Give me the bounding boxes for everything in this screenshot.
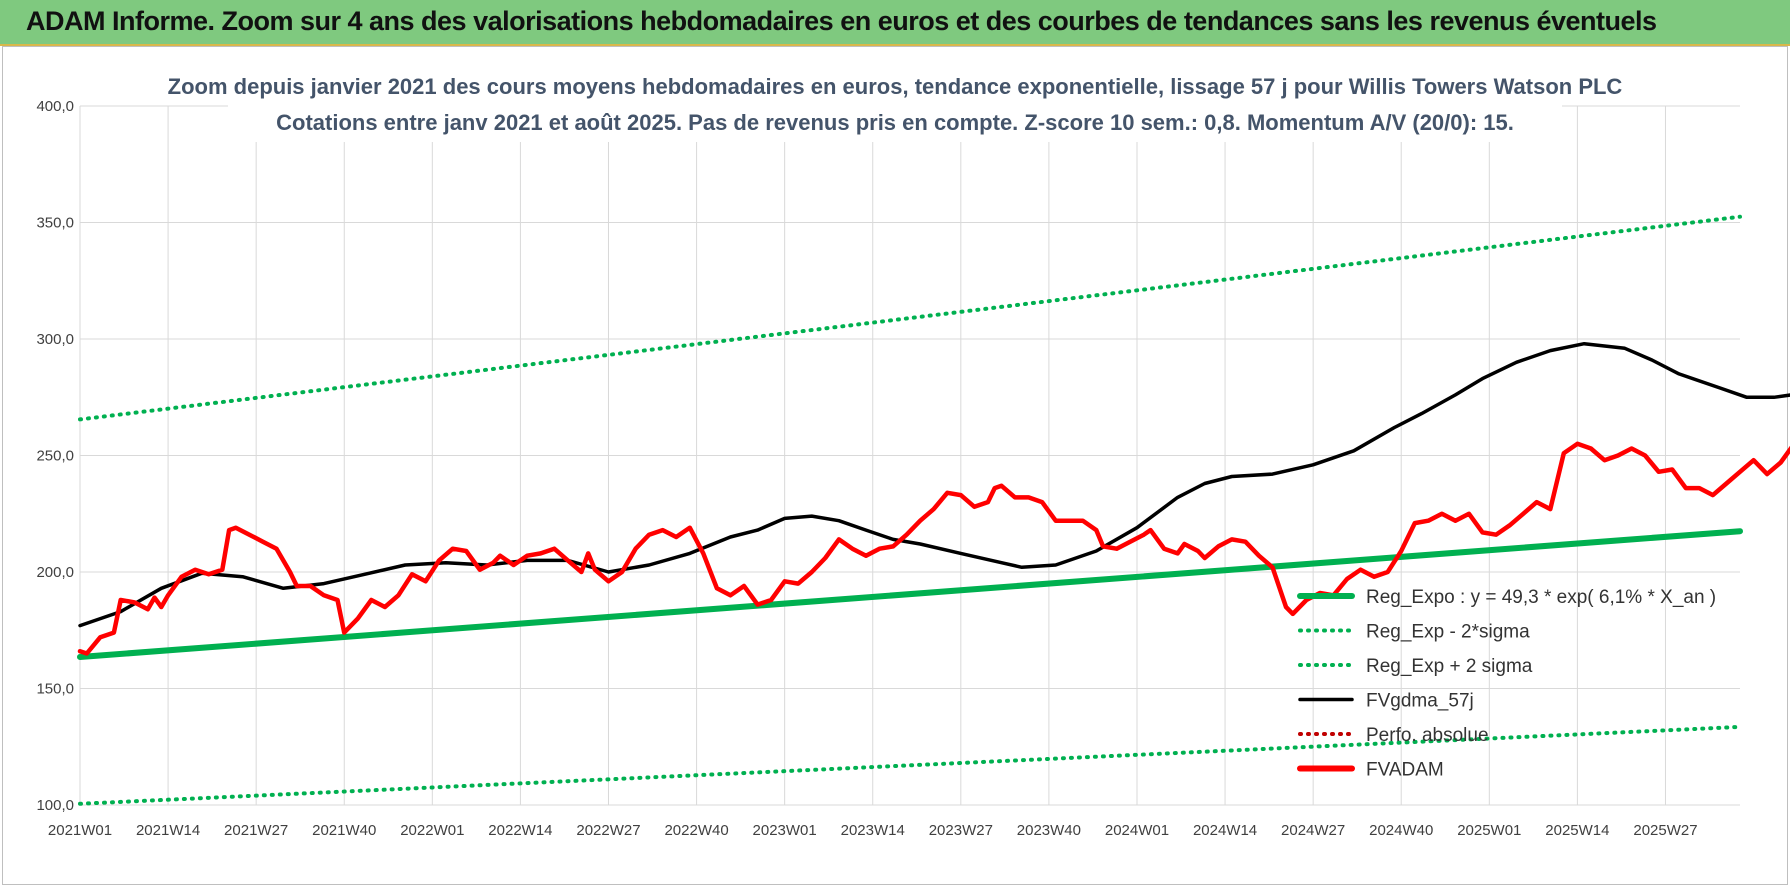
series-line-2 bbox=[78, 214, 1742, 422]
y-tick-label: 100,0 bbox=[36, 797, 74, 814]
y-tick-label: 350,0 bbox=[36, 215, 74, 232]
legend-label-3: FVgdma_57j bbox=[1366, 691, 1474, 712]
x-tick-label: 2024W27 bbox=[1281, 822, 1345, 839]
series-line-0 bbox=[77, 528, 1743, 660]
y-tick-label: 250,0 bbox=[36, 448, 74, 465]
legend-label-4: Perfo. absolue bbox=[1366, 725, 1489, 746]
chart-frame bbox=[2, 46, 1788, 885]
x-tick-label: 2023W14 bbox=[841, 822, 905, 839]
series-line-5 bbox=[77, 441, 1790, 656]
x-tick-label: 2022W14 bbox=[488, 822, 552, 839]
x-tick-label: 2021W01 bbox=[48, 822, 112, 839]
x-tick-label: 2024W14 bbox=[1193, 822, 1257, 839]
x-tick-label: 2025W14 bbox=[1545, 822, 1609, 839]
series-lines bbox=[77, 214, 1790, 806]
x-tick-label: 2021W27 bbox=[224, 822, 288, 839]
y-tick-label: 400,0 bbox=[36, 98, 74, 115]
series-line-3 bbox=[78, 341, 1790, 628]
x-tick-label: 2023W01 bbox=[753, 822, 817, 839]
legend-label-0: Reg_Expo : y = 49,3 * exp( 6,1% * X_an ) bbox=[1366, 587, 1716, 608]
title-background bbox=[228, 66, 1562, 142]
chart-legend: Reg_Expo : y = 49,3 * exp( 6,1% * X_an )… bbox=[1297, 587, 1716, 781]
x-tick-label: 2021W14 bbox=[136, 822, 200, 839]
y-tick-label: 300,0 bbox=[36, 331, 74, 348]
y-axis-ticks: 100,0 150,0 200,0 250,0 300,0 350,0 400,0 bbox=[36, 98, 74, 814]
x-tick-label: 2025W27 bbox=[1633, 822, 1697, 839]
report-banner: ADAM Informe. Zoom sur 4 ans des valoris… bbox=[0, 0, 1790, 46]
chart-title: Zoom depuis janvier 2021 des cours moyen… bbox=[168, 74, 1623, 99]
chart-subtitle: Cotations entre janv 2021 et août 2025. … bbox=[276, 110, 1514, 135]
y-tick-label: 150,0 bbox=[36, 681, 74, 698]
report-title: ADAM Informe. Zoom sur 4 ans des valoris… bbox=[26, 6, 1657, 36]
legend-label-5: FVADAM bbox=[1366, 760, 1444, 781]
legend-label-1: Reg_Exp - 2*sigma bbox=[1366, 622, 1530, 643]
x-tick-label: 2024W40 bbox=[1369, 822, 1433, 839]
x-tick-label: 2021W40 bbox=[312, 822, 376, 839]
x-tick-label: 2024W01 bbox=[1105, 822, 1169, 839]
x-tick-label: 2022W40 bbox=[664, 822, 728, 839]
grid-lines bbox=[79, 105, 1740, 806]
series-line-1 bbox=[78, 724, 1742, 806]
x-tick-label: 2023W40 bbox=[1017, 822, 1081, 839]
x-axis-ticks: 2021W01 2021W14 2021W27 2021W40 2022W01 2022W… bbox=[48, 822, 1698, 839]
x-tick-label: 2022W27 bbox=[576, 822, 640, 839]
x-tick-label: 2025W01 bbox=[1457, 822, 1521, 839]
legend-label-2: Reg_Exp + 2 sigma bbox=[1366, 656, 1533, 677]
x-tick-label: 2023W27 bbox=[929, 822, 993, 839]
x-tick-label: 2022W01 bbox=[400, 822, 464, 839]
y-tick-label: 200,0 bbox=[36, 564, 74, 581]
